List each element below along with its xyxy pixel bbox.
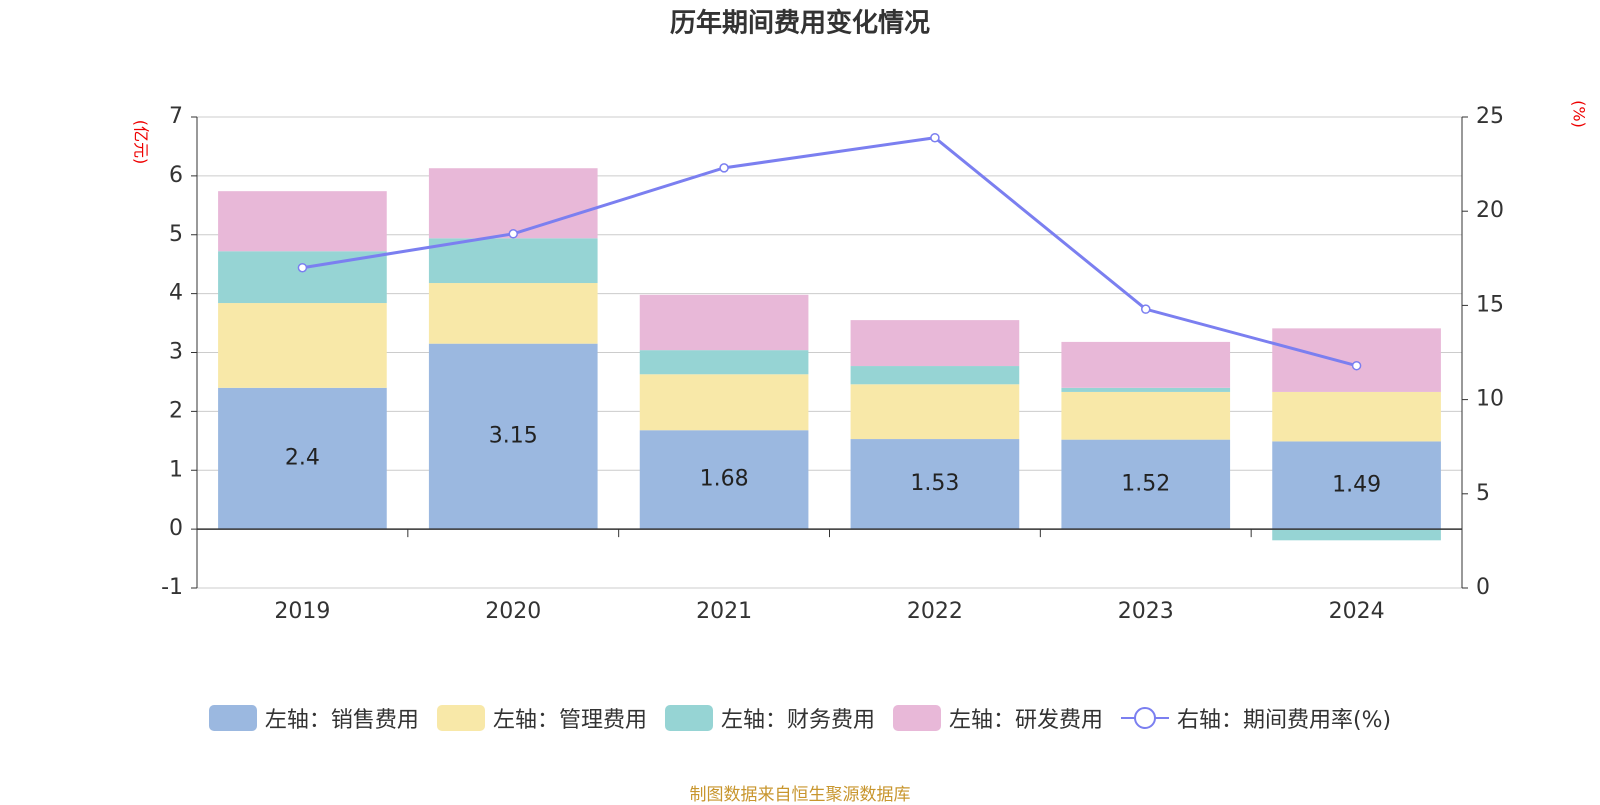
x-tick-label: 2021 <box>696 599 752 624</box>
y2-tick-label: 0 <box>1476 575 1490 600</box>
bar <box>218 387 387 530</box>
y-tick-label: -1 <box>161 575 183 600</box>
x-tick-label: 2019 <box>274 599 330 624</box>
y-tick-label: 0 <box>169 516 183 541</box>
legend-item[interactable]: 左轴：管理费用 <box>436 702 647 734</box>
y-tick-label: 3 <box>169 340 183 365</box>
bar <box>639 430 809 530</box>
bar <box>1061 439 1231 530</box>
y-tick-label: 6 <box>169 163 183 188</box>
legend-label: 左轴：研发费用 <box>948 708 1103 733</box>
y2-axis-label: (%) <box>1570 100 1589 128</box>
line-point <box>508 229 518 239</box>
bar <box>1061 391 1231 440</box>
y2-tick-label: 20 <box>1476 198 1504 223</box>
y-tick-label: 1 <box>169 457 183 482</box>
bar <box>639 374 809 431</box>
line-point <box>297 262 308 273</box>
legend-label: 左轴：管理费用 <box>492 708 647 733</box>
y2-tick-label: 25 <box>1476 104 1504 129</box>
bar <box>428 168 598 239</box>
bar <box>1272 328 1441 392</box>
legend: 左轴：销售费用 左轴：管理费用 左轴：财务费用 左轴：研发费用 右轴：期间费用率(%) <box>0 702 1600 734</box>
legend-item[interactable]: 右轴：期间费用率(%) <box>1120 702 1392 734</box>
bar <box>1272 441 1441 530</box>
source: 制图数据来自恒生聚源数据库 <box>689 785 911 805</box>
line <box>302 136 1357 368</box>
legend-item[interactable]: 左轴：销售费用 <box>208 702 419 734</box>
line-point <box>1141 304 1151 314</box>
x-tick-label: 2024 <box>1329 599 1385 624</box>
legend-swatch <box>208 705 257 731</box>
line-point <box>1351 360 1362 371</box>
y-tick-label: 5 <box>169 222 183 247</box>
data-label: 1.68 <box>700 467 749 492</box>
x-tick-label: 2020 <box>485 599 541 624</box>
y-tick-label: 7 <box>169 104 183 129</box>
bar <box>850 366 1020 385</box>
y-axis-label: (亿元) <box>132 120 151 165</box>
bar <box>1272 529 1441 541</box>
legend-swatch <box>1120 707 1169 729</box>
y2-tick-label: 15 <box>1476 292 1504 317</box>
bar <box>850 320 1020 367</box>
bar <box>428 343 598 530</box>
data-label: 2.4 <box>285 445 320 470</box>
bar <box>850 439 1020 530</box>
y-tick-label: 4 <box>169 281 183 306</box>
legend-swatch <box>436 705 485 731</box>
y2-tick-label: 5 <box>1476 481 1490 506</box>
y2-tick-label: 10 <box>1476 387 1504 412</box>
legend-swatch <box>892 705 941 731</box>
bar <box>218 191 387 252</box>
data-label: 3.15 <box>489 423 538 448</box>
legend-item[interactable]: 左轴：财务费用 <box>664 702 875 734</box>
chart-title: 历年期间费用变化情况 <box>670 8 930 39</box>
legend-label: 左轴：销售费用 <box>264 708 419 733</box>
data-label: 1.53 <box>910 471 959 496</box>
bar <box>850 384 1020 440</box>
line-point <box>719 163 729 173</box>
bar <box>218 303 387 388</box>
bar <box>639 294 809 351</box>
bar <box>428 238 598 284</box>
legend-swatch <box>664 705 713 731</box>
y-tick-label: 2 <box>169 398 183 423</box>
legend-label: 左轴：财务费用 <box>720 708 875 733</box>
data-label: 1.49 <box>1332 472 1381 497</box>
line-point <box>930 132 940 143</box>
bar <box>1272 391 1441 442</box>
data-label: 1.52 <box>1121 471 1170 496</box>
bar <box>428 283 598 344</box>
x-tick-label: 2022 <box>907 599 963 624</box>
legend-item[interactable]: 左轴：研发费用 <box>892 702 1103 734</box>
x-tick-label: 2023 <box>1118 599 1174 624</box>
bar <box>639 350 809 375</box>
bar <box>1061 387 1231 392</box>
bar <box>1061 341 1231 388</box>
chart: 历年期间费用变化情况 (亿元) (%) -1 0 1 2 3 4 5 6 7 0 5 10 15 20 25… <box>132 8 1589 625</box>
legend-label: 右轴：期间费用率(%) <box>1176 708 1392 733</box>
